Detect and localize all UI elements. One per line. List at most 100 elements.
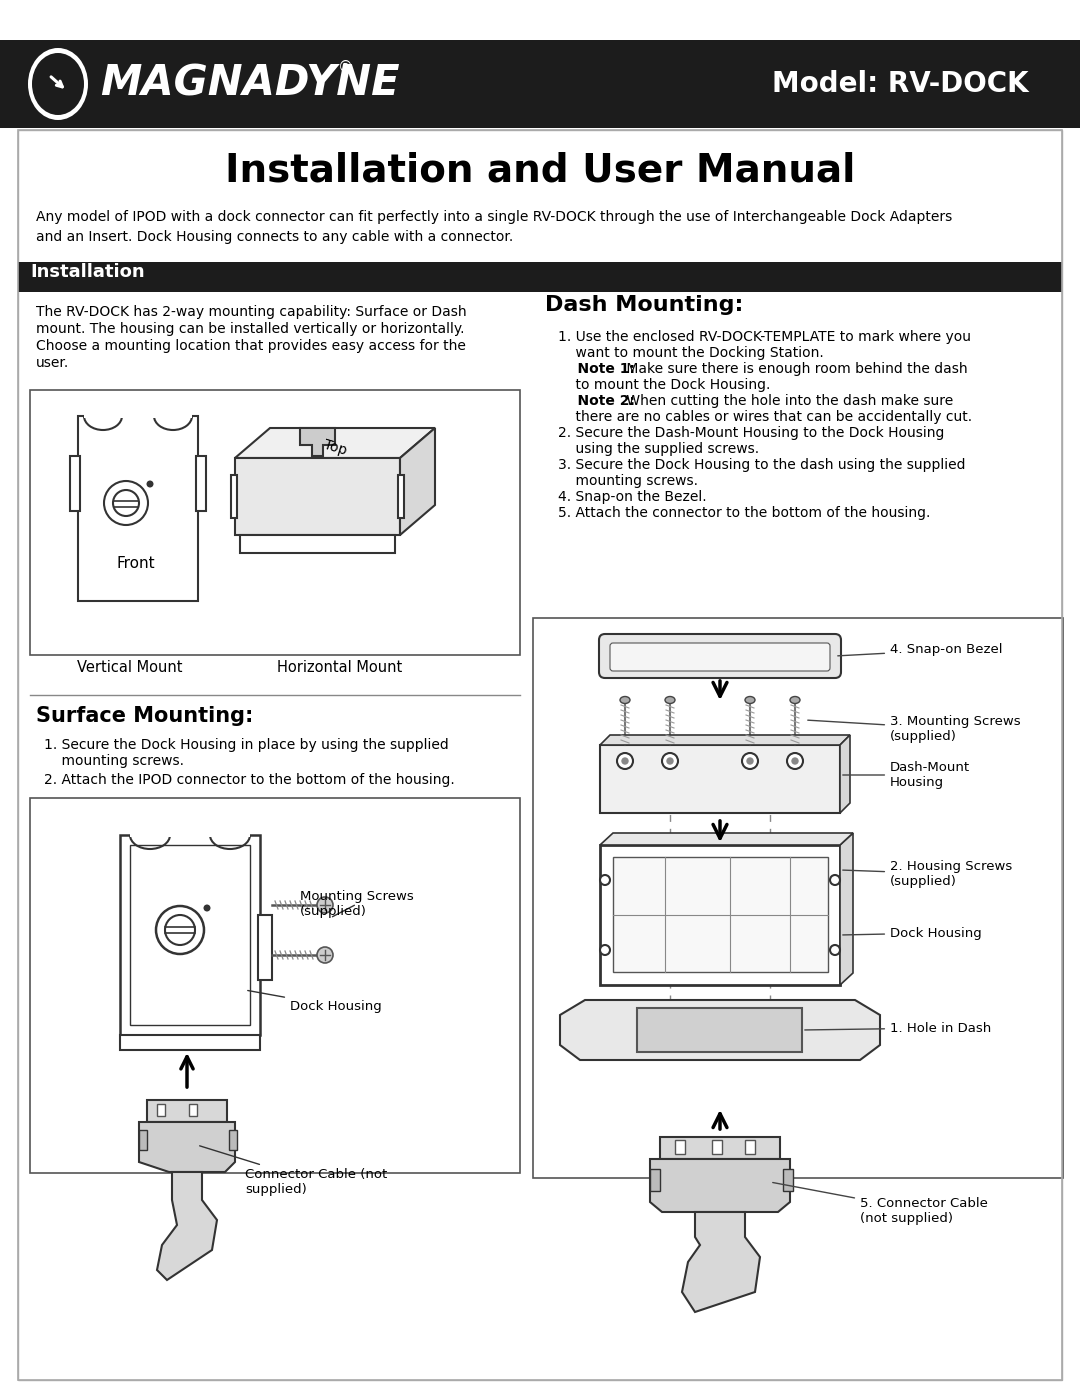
Text: there are no cables or wires that can be accidentally cut.: there are no cables or wires that can be… (558, 409, 972, 425)
Polygon shape (120, 1035, 260, 1051)
Bar (258, 915, 272, 981)
Text: Horizontal Mount: Horizontal Mount (278, 659, 403, 675)
Text: Front: Front (117, 556, 156, 571)
Bar (130, 826, 249, 837)
Bar (120, 835, 260, 1035)
Text: Model: RV-DOCK: Model: RV-DOCK (772, 70, 1028, 98)
Circle shape (831, 875, 840, 886)
Circle shape (203, 904, 211, 911)
Text: 2. Secure the Dash-Mount Housing to the Dock Housing: 2. Secure the Dash-Mount Housing to the … (558, 426, 944, 440)
Bar (18, 130, 1062, 1380)
Text: Dash Mounting:: Dash Mounting: (545, 295, 743, 314)
Bar (189, 1104, 197, 1116)
Polygon shape (650, 1160, 789, 1213)
Ellipse shape (789, 697, 800, 704)
Text: Vertical Mount: Vertical Mount (78, 659, 183, 675)
Circle shape (792, 759, 798, 764)
Text: mount. The housing can be installed vertically or horizontally.: mount. The housing can be installed vert… (36, 321, 464, 337)
Bar (70, 455, 80, 511)
Polygon shape (235, 427, 435, 458)
Bar (600, 745, 840, 813)
Text: 2. Attach the IPOD connector to the bottom of the housing.: 2. Attach the IPOD connector to the bott… (44, 773, 455, 787)
Bar (18, 130, 1062, 1380)
Bar (600, 845, 840, 985)
Bar (637, 1009, 802, 1052)
Text: Connector Cable (not
supplied): Connector Cable (not supplied) (200, 1146, 388, 1196)
Bar (139, 1130, 147, 1150)
Text: Top: Top (322, 437, 348, 458)
Text: When cutting the hole into the dash make sure: When cutting the hole into the dash make… (622, 394, 953, 408)
Circle shape (600, 875, 610, 886)
Ellipse shape (665, 697, 675, 704)
Bar (30, 390, 519, 655)
Bar (130, 845, 249, 1025)
Bar (783, 1169, 793, 1192)
Ellipse shape (32, 53, 84, 115)
Polygon shape (235, 458, 400, 535)
Text: ®: ® (338, 60, 353, 75)
Bar (147, 1099, 227, 1122)
Bar (613, 856, 828, 972)
Polygon shape (681, 1213, 760, 1312)
Bar (660, 1137, 780, 1160)
Ellipse shape (745, 697, 755, 704)
Circle shape (787, 753, 804, 768)
Circle shape (147, 481, 153, 488)
Polygon shape (561, 1000, 880, 1060)
Text: mounting screws.: mounting screws. (558, 474, 698, 488)
Text: 2. Housing Screws
(supplied): 2. Housing Screws (supplied) (842, 861, 1012, 888)
Text: Installation and User Manual: Installation and User Manual (225, 152, 855, 190)
Text: user.: user. (36, 356, 69, 370)
Bar (30, 798, 519, 1173)
Text: 3. Secure the Dock Housing to the dash using the supplied: 3. Secure the Dock Housing to the dash u… (558, 458, 966, 472)
Circle shape (667, 759, 673, 764)
Text: Dash-Mount
Housing: Dash-Mount Housing (842, 761, 970, 789)
Circle shape (318, 897, 333, 914)
Text: Note 1:: Note 1: (558, 362, 635, 376)
Text: mounting screws.: mounting screws. (44, 754, 184, 768)
Polygon shape (840, 833, 853, 985)
Polygon shape (139, 1122, 235, 1172)
FancyBboxPatch shape (599, 634, 841, 678)
Text: MAGNADYNE: MAGNADYNE (100, 63, 400, 105)
Circle shape (600, 944, 610, 956)
Text: Dock Housing: Dock Housing (247, 990, 381, 1013)
Text: Dock Housing: Dock Housing (842, 926, 982, 940)
Bar (675, 1140, 685, 1154)
Polygon shape (300, 427, 335, 455)
Text: Make sure there is enough room behind the dash: Make sure there is enough room behind th… (622, 362, 968, 376)
Text: Any model of IPOD with a dock connector can fit perfectly into a single RV-DOCK : Any model of IPOD with a dock connector … (36, 210, 953, 243)
Polygon shape (231, 475, 237, 518)
Circle shape (165, 915, 195, 944)
Circle shape (742, 753, 758, 768)
Circle shape (831, 944, 840, 956)
FancyBboxPatch shape (610, 643, 831, 671)
Circle shape (622, 759, 627, 764)
Circle shape (318, 947, 333, 963)
Text: 1. Secure the Dock Housing in place by using the supplied: 1. Secure the Dock Housing in place by u… (44, 738, 449, 752)
Bar (195, 455, 206, 511)
Text: to mount the Dock Housing.: to mount the Dock Housing. (558, 379, 770, 393)
Ellipse shape (28, 47, 87, 120)
Circle shape (747, 759, 753, 764)
Text: The RV-DOCK has 2-way mounting capability: Surface or Dash: The RV-DOCK has 2-way mounting capabilit… (36, 305, 467, 319)
Text: Installation: Installation (30, 263, 145, 281)
Bar (0, 41, 1080, 129)
Bar (229, 1130, 237, 1150)
Bar (18, 263, 1062, 292)
Bar (157, 1104, 165, 1116)
Text: Note 2:: Note 2: (558, 394, 635, 408)
Circle shape (662, 753, 678, 768)
Polygon shape (840, 735, 850, 813)
Text: Choose a mounting location that provides easy access for the: Choose a mounting location that provides… (36, 339, 465, 353)
Text: Surface Mounting:: Surface Mounting: (36, 705, 254, 726)
Polygon shape (399, 475, 404, 518)
Text: 5. Connector Cable
(not supplied): 5. Connector Cable (not supplied) (772, 1182, 988, 1225)
Text: Mounting Screws
(supplied): Mounting Screws (supplied) (300, 890, 414, 918)
Text: 4. Snap-on Bezel: 4. Snap-on Bezel (838, 644, 1002, 657)
Polygon shape (600, 735, 850, 745)
Polygon shape (240, 535, 395, 553)
Polygon shape (400, 427, 435, 535)
Polygon shape (157, 1172, 217, 1280)
Bar (78, 416, 198, 601)
